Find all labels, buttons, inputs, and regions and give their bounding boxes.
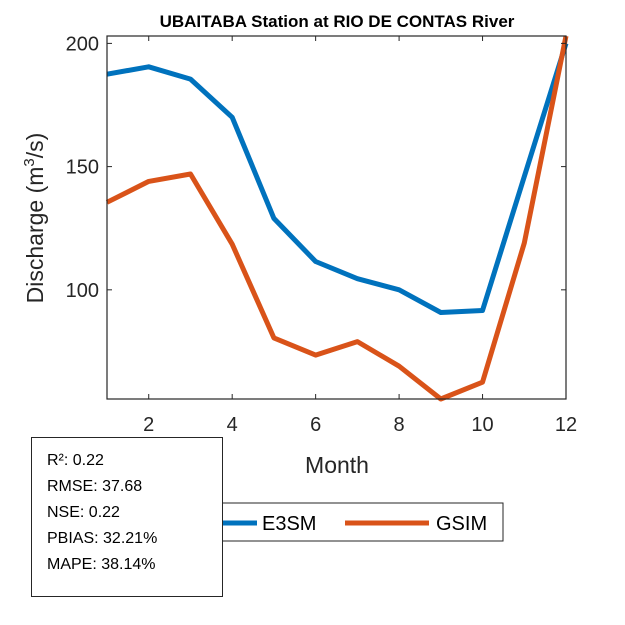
stat-pbias: PBIAS: 32.21%: [47, 530, 158, 547]
y-axis-label-suffix: /s): [22, 133, 48, 159]
y-axis-label-main: Discharge (m: [22, 167, 48, 304]
axes: 2 4 6 8 10 12 100 150 200: [66, 33, 578, 436]
legend-label-e3sm: E3SM: [262, 513, 316, 535]
x-tick-label: 2: [143, 414, 154, 436]
plot-background: [107, 36, 566, 399]
y-tick-label: 200: [66, 33, 99, 55]
y-axis-label: Discharge (m3/s): [21, 133, 48, 304]
plot-area: [107, 36, 566, 399]
y-tick-label: 150: [66, 157, 99, 179]
x-tick-label: 10: [471, 414, 493, 436]
stat-nse: NSE: 0.22: [47, 504, 120, 521]
x-axis-label: Month: [305, 452, 369, 478]
chart-title: UBAITABA Station at RIO DE CONTAS River: [160, 12, 515, 31]
y-tick-label: 100: [66, 280, 99, 302]
x-tick-label: 6: [310, 414, 321, 436]
series-line-gsim: [105, 35, 569, 402]
legend: E3SM GSIM: [174, 502, 504, 542]
series-layer: [105, 35, 569, 402]
statistics-box: R²: 0.22 RMSE: 37.68 NSE: 0.22 PBIAS: 32…: [31, 437, 223, 597]
x-tick-label: 8: [394, 414, 405, 436]
legend-label-gsim: GSIM: [436, 513, 487, 535]
series-line-e3sm: [106, 42, 569, 315]
stat-mape: MAPE: 38.14%: [47, 556, 156, 573]
stat-r-squared: R²: 0.22: [47, 452, 104, 469]
stat-rmse: RMSE: 37.68: [47, 478, 143, 495]
y-axis-label-superscript: 3: [21, 158, 38, 166]
x-tick-label: 4: [227, 414, 238, 436]
x-tick-label: 12: [555, 414, 577, 436]
axes-box: [106, 35, 567, 400]
